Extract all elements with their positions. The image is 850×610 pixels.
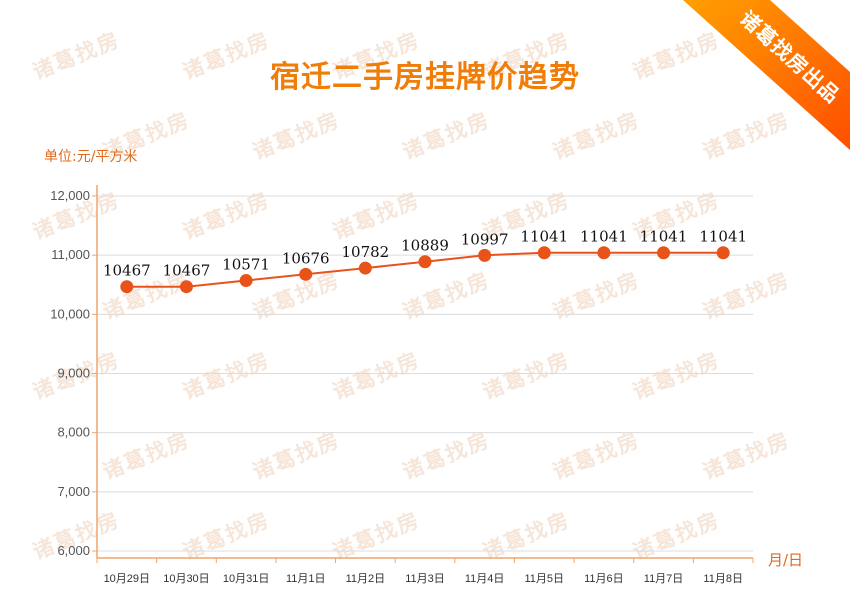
data-point	[716, 246, 730, 260]
y-tick-label: 10,000	[50, 306, 90, 321]
data-label: 10997	[461, 230, 509, 248]
y-axis-unit-label: 单位:元/平方米	[44, 149, 138, 165]
data-label: 10571	[222, 256, 270, 274]
x-tick-label: 10月31日	[223, 573, 269, 585]
y-tick-label: 12,000	[50, 188, 90, 203]
x-tick-label: 11月6日	[584, 573, 624, 585]
x-tick-label: 11月8日	[703, 573, 743, 585]
data-label: 11041	[699, 228, 747, 246]
x-tick-label: 11月4日	[465, 573, 505, 585]
ribbon-band	[683, 0, 850, 150]
data-label: 10467	[103, 262, 151, 280]
data-point	[120, 280, 134, 294]
data-point	[179, 280, 193, 294]
y-tick-label: 11,000	[51, 247, 90, 262]
x-axis-unit-label: 月/日	[768, 551, 804, 569]
data-label: 11041	[580, 228, 628, 246]
y-tick-label: 7,000	[57, 484, 90, 499]
chart-title: 宿迁二手房挂牌价趋势	[270, 60, 580, 95]
data-point	[239, 274, 253, 288]
data-point	[657, 246, 671, 260]
data-label: 10467	[163, 262, 211, 280]
data-point	[597, 246, 611, 260]
data-label: 10782	[342, 243, 390, 261]
x-tick-label: 11月3日	[405, 573, 445, 585]
x-tick-label: 11月7日	[644, 573, 684, 585]
y-tick-label: 8,000	[57, 425, 90, 440]
x-tick-label: 10月29日	[104, 573, 150, 585]
x-tick-label: 10月30日	[163, 573, 209, 585]
data-label: 11041	[520, 228, 568, 246]
x-tick-label: 11月2日	[346, 573, 386, 585]
data-label: 11041	[640, 228, 688, 246]
data-label: 10676	[282, 249, 330, 267]
corner-ribbon: 诸葛找房出品	[683, 0, 850, 150]
data-point	[537, 246, 551, 260]
x-tick-label: 11月5日	[524, 573, 564, 585]
data-label: 10889	[401, 237, 449, 255]
y-tick-label: 6,000	[57, 543, 90, 558]
y-tick-label: 9,000	[57, 366, 90, 381]
data-point	[418, 255, 432, 269]
data-point	[478, 248, 492, 262]
data-point	[358, 261, 372, 275]
data-point	[299, 267, 313, 281]
x-tick-label: 11月1日	[286, 573, 326, 585]
